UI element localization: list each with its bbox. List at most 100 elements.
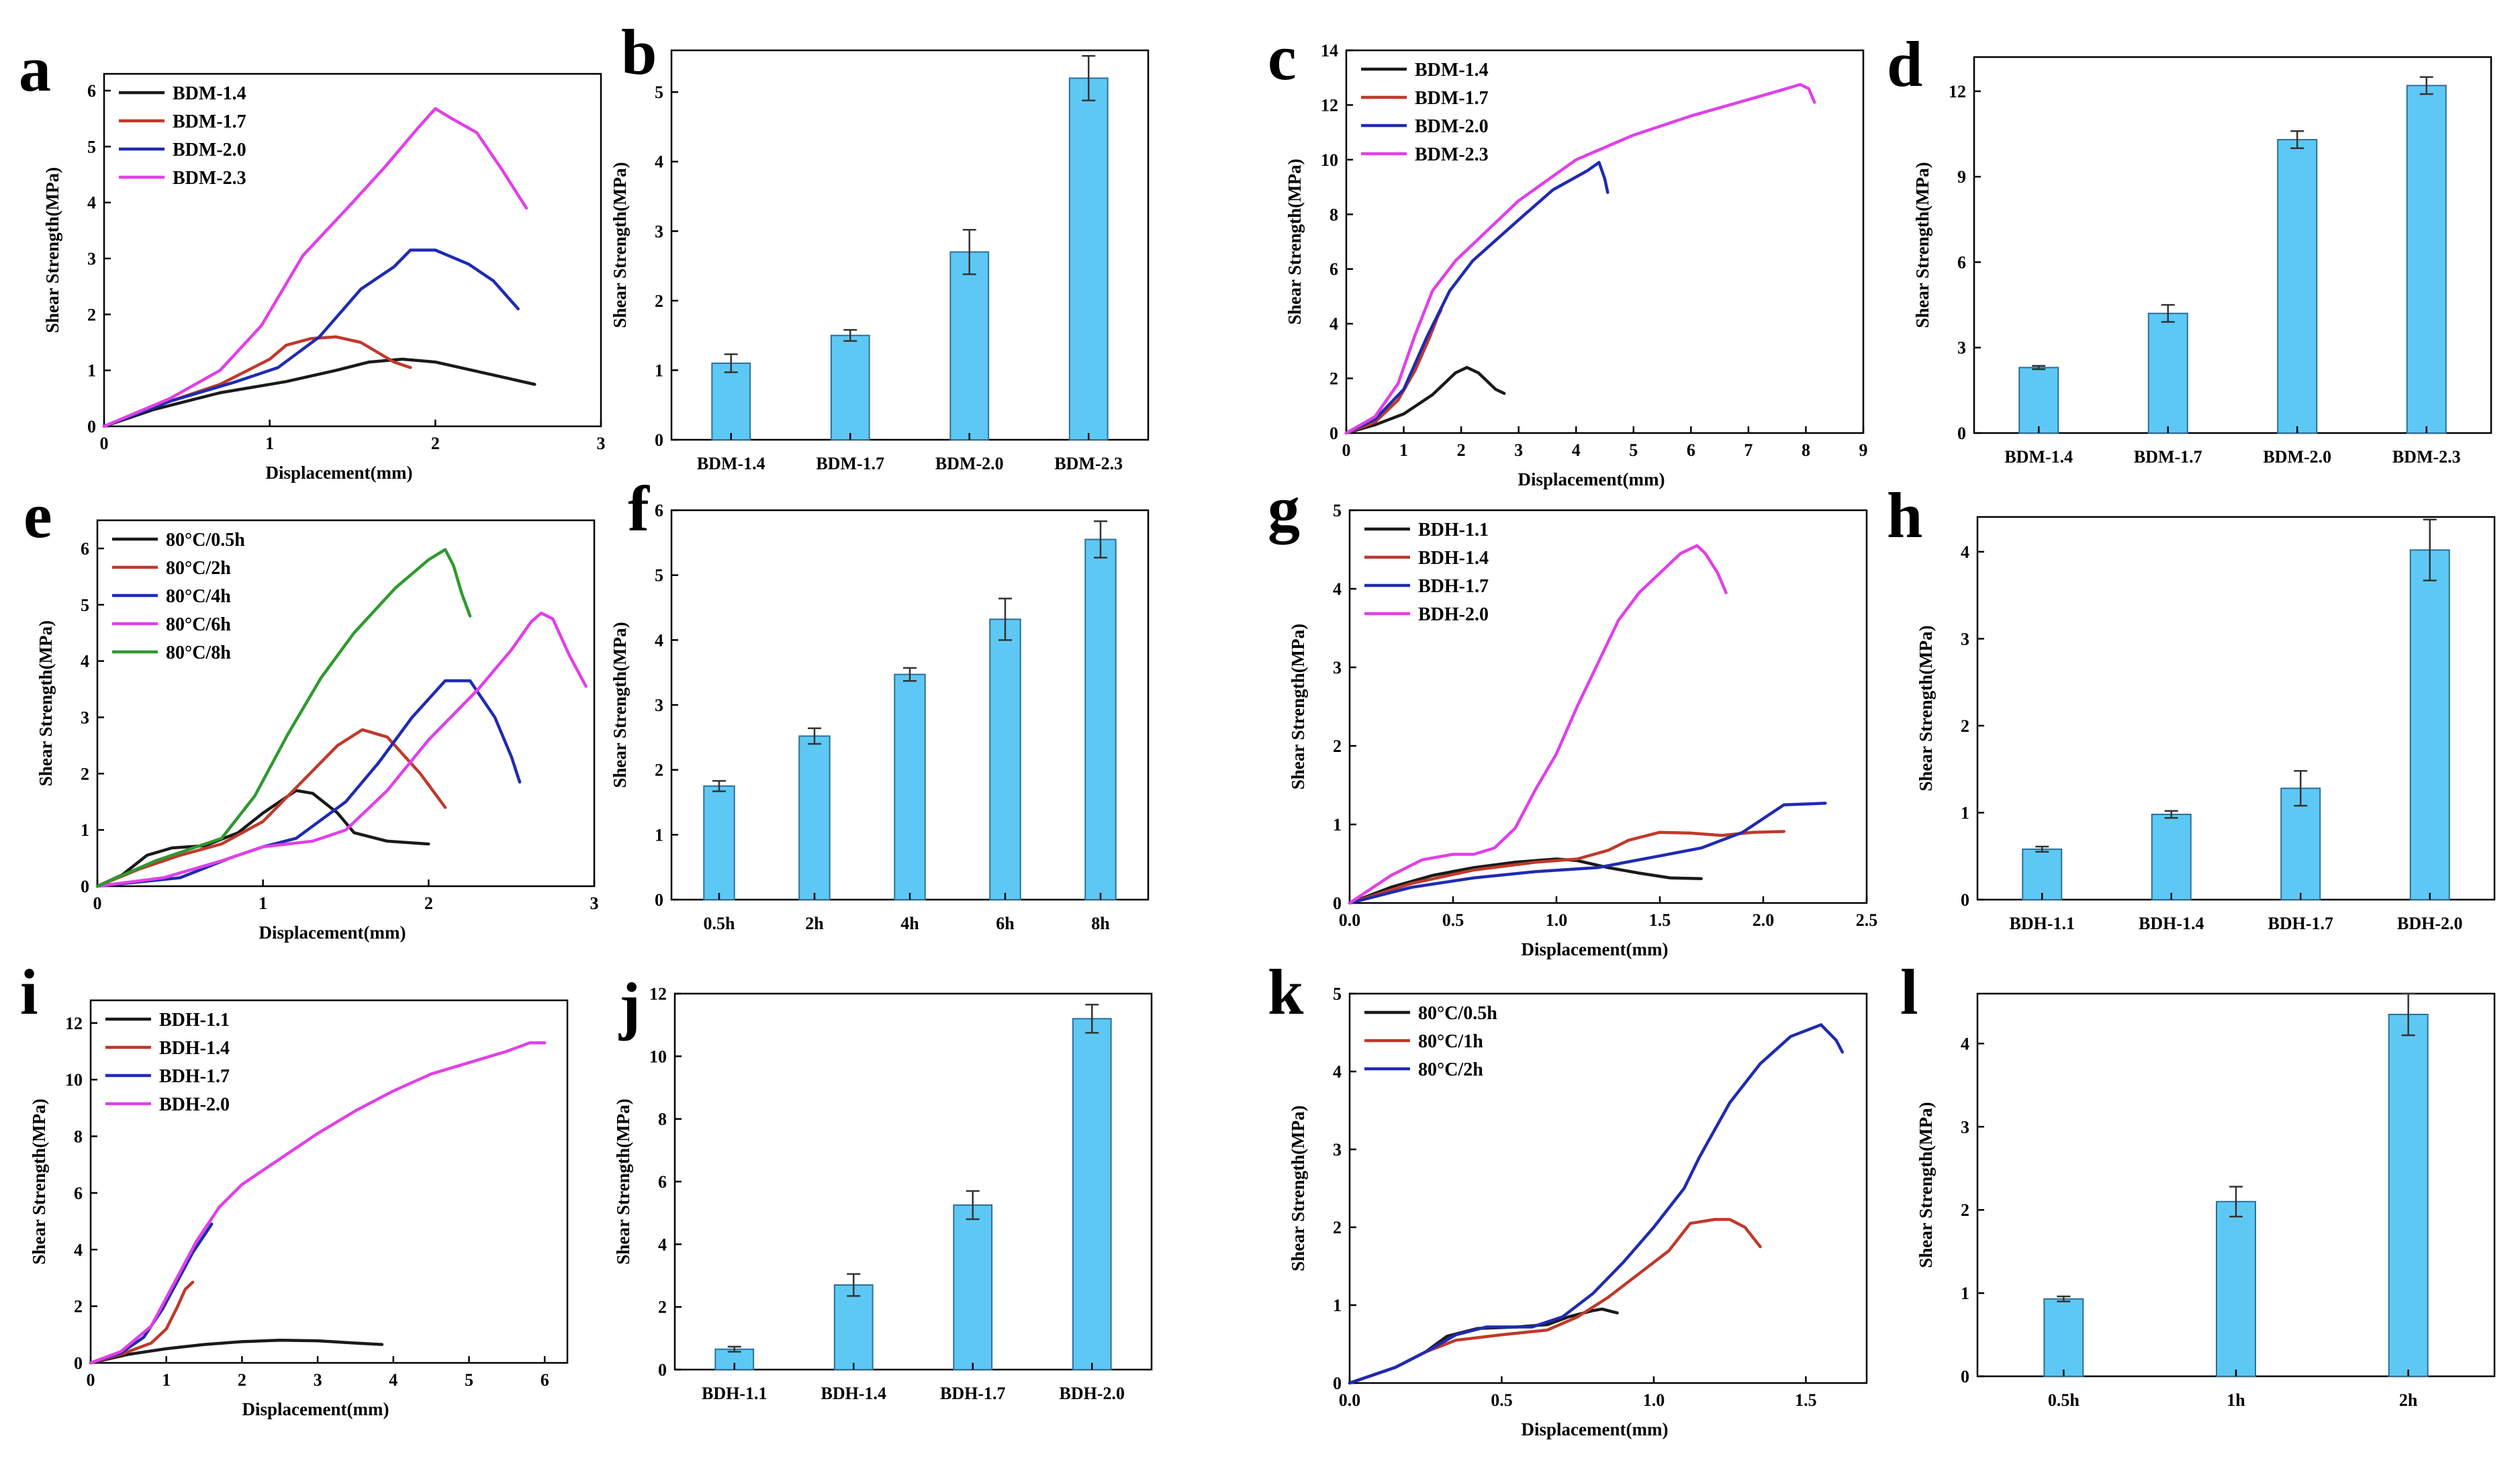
- x-tick-label: 5: [465, 1370, 473, 1390]
- y-tick-label: 1: [1961, 803, 1969, 822]
- y-tick-label: 6: [655, 501, 663, 520]
- panel-h: h 0 1 2 3 4 Shear Strength(MPa) BDH-1.1 BDH-1.4 B…: [1887, 479, 2496, 933]
- series-line: [102, 248, 520, 428]
- panel-k: k 0 1 2 3 4 5 Shear Strength(MPa) 0.0 0.5 1.0 1.5 Di…: [1268, 956, 1868, 1439]
- plot-frame: [1348, 509, 1868, 904]
- bar: [2406, 85, 2447, 434]
- panel-g: g 0 1 2 3 4 5 Shear Strength(MPa) 0.0 0.5 1.0 1.5 2.…: [1268, 473, 1877, 959]
- x-tick-label: 7: [1744, 440, 1753, 460]
- x-tick-label: 6h: [996, 914, 1015, 933]
- x-tick-label: 2: [1457, 440, 1466, 460]
- x-tick-label: 0.0: [1339, 910, 1361, 930]
- y-tick-label: 4: [1333, 1062, 1342, 1082]
- y-tick-label: 5: [1333, 501, 1342, 520]
- x-tick-label: BDM-2.3: [2392, 447, 2461, 467]
- bar: [714, 1348, 755, 1370]
- x-tick-label: 3: [590, 894, 599, 913]
- series-line: [1348, 1218, 1762, 1385]
- y-axis-label: Shear Strength(MPa): [42, 167, 62, 333]
- legend-entry: 80°C/1h: [1418, 1031, 1483, 1052]
- y-tick-label: 9: [1957, 167, 1966, 187]
- panel-d: d 0 3 6 9 12 Shear Strength(MPa) BDM-1.4 BDM-1.7…: [1887, 28, 2492, 467]
- x-tick-label: 0: [1342, 440, 1351, 460]
- x-tick-label: 0.5h: [704, 914, 736, 933]
- plot-frame: [1345, 49, 1865, 434]
- x-tick-label: 2: [238, 1370, 246, 1390]
- panel-l: l 0 1 2 3 4 Shear Strength(MPa) 0.5h 1h 2h: [1900, 956, 2496, 1410]
- y-tick-label: 3: [1957, 338, 1966, 358]
- series-line: [102, 335, 412, 428]
- x-tick-label: 1.5: [1795, 1390, 1817, 1410]
- bar: [1068, 77, 1109, 440]
- legend-entry: BDM-2.3: [173, 168, 246, 189]
- y-tick-label: 2: [1333, 736, 1342, 756]
- y-tick-label: 3: [655, 696, 663, 715]
- bar: [2277, 139, 2318, 434]
- y-tick-label: 4: [1329, 314, 1338, 334]
- series-line: [1344, 366, 1506, 435]
- x-tick-label: 3: [1514, 440, 1523, 460]
- y-tick-label: 2: [658, 1298, 667, 1317]
- y-tick-label: 4: [658, 1235, 667, 1254]
- x-tick-label: BDH-1.1: [2010, 914, 2075, 933]
- y-tick-label: 4: [74, 1240, 83, 1259]
- x-tick-label: BDM-1.7: [816, 454, 884, 473]
- y-tick-label: 6: [81, 539, 89, 559]
- y-tick-label: 0: [1961, 1367, 1969, 1386]
- legend-entry: BDH-1.1: [1418, 520, 1489, 540]
- x-tick-label: BDM-1.4: [2004, 447, 2073, 467]
- x-tick-label: BDH-1.7: [940, 1384, 1006, 1403]
- y-tick-label: 0: [1329, 424, 1338, 443]
- y-axis-label: Shear Strength(MPa): [1288, 624, 1308, 790]
- y-tick-label: 2: [1333, 1218, 1342, 1237]
- panel-label-l: l: [1900, 956, 1918, 1028]
- bar: [798, 735, 831, 901]
- y-tick-label: 12: [65, 1014, 83, 1033]
- legend-entry: 80°C/0.5h: [166, 530, 245, 551]
- x-tick-label: 2: [424, 894, 433, 913]
- x-tick-label: 6: [541, 1370, 549, 1390]
- panel-b: b 0 1 2 3 4 5 Shear Strength(MPa) BDM-1.4 BDM-1.7…: [610, 16, 1150, 473]
- y-tick-label: 6: [1957, 252, 1966, 272]
- y-tick-label: 6: [87, 81, 96, 101]
- x-tick-label: 5: [1629, 440, 1638, 460]
- x-tick-label: 0.0: [1339, 1390, 1361, 1410]
- x-tick-label: 0: [93, 894, 102, 913]
- x-tick-label: BDH-1.7: [2268, 914, 2334, 933]
- legend-entry: BDM-2.3: [1415, 144, 1489, 165]
- y-tick-label: 2: [655, 291, 663, 311]
- panel-label-f: f: [628, 473, 650, 544]
- y-axis-label: Shear Strength(MPa): [1916, 1102, 1936, 1268]
- bar: [989, 618, 1021, 901]
- series-line: [1348, 1023, 1845, 1385]
- panel-label-d: d: [1887, 28, 1922, 100]
- x-tick-label: 1.5: [1649, 910, 1671, 930]
- panel-label-i: i: [20, 956, 38, 1028]
- y-tick-label: 1: [655, 825, 663, 845]
- bar: [833, 1284, 874, 1370]
- y-tick-label: 0: [1961, 890, 1969, 910]
- series-line: [89, 1339, 384, 1365]
- x-tick-label: 4: [1572, 440, 1581, 460]
- y-tick-label: 12: [649, 984, 667, 1004]
- x-tick-label: 8: [1802, 440, 1810, 460]
- y-axis-label: Shear Strength(MPa): [610, 622, 630, 788]
- y-tick-label: 0: [87, 417, 96, 436]
- x-tick-label: 4: [389, 1370, 398, 1390]
- y-tick-label: 3: [1333, 1140, 1342, 1159]
- panel-label-j: j: [618, 969, 641, 1041]
- series-line: [102, 107, 528, 428]
- y-tick-label: 5: [655, 566, 663, 585]
- x-tick-label: BDH-1.4: [2139, 914, 2204, 933]
- series-line: [1348, 830, 1786, 905]
- x-axis-label: Displacement(mm): [1522, 939, 1669, 959]
- x-tick-label: BDH-2.0: [2397, 914, 2463, 933]
- x-tick-label: 2.5: [1856, 910, 1878, 930]
- y-tick-label: 4: [655, 152, 663, 172]
- y-axis-label: Shear Strength(MPa): [36, 620, 56, 786]
- bar: [1072, 1018, 1112, 1371]
- y-axis-label: Shear Strength(MPa): [1912, 162, 1932, 328]
- plot-frame: [89, 999, 569, 1364]
